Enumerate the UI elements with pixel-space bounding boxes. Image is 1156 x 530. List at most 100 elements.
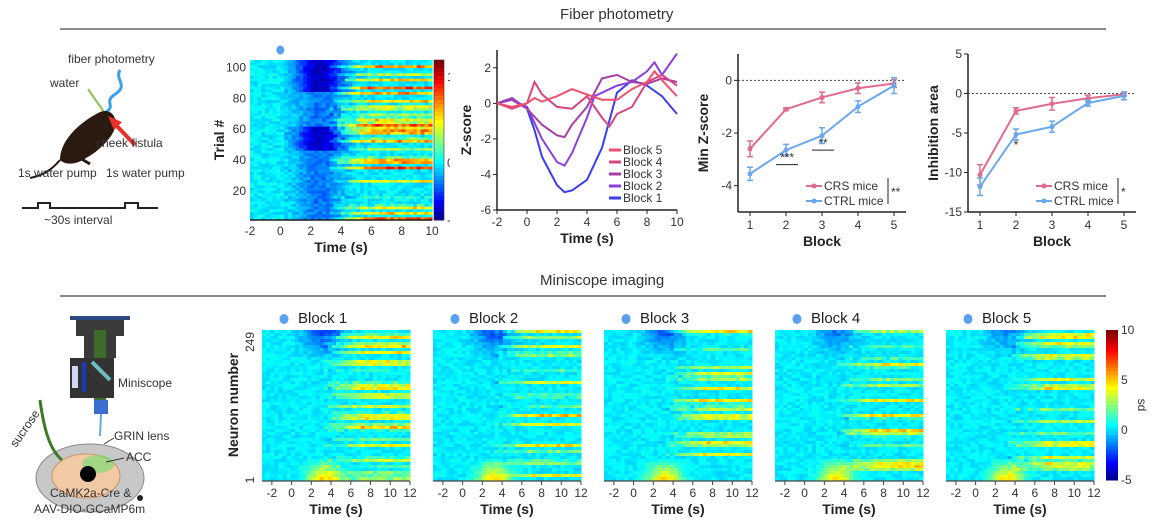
heatmap-cell: [261, 102, 266, 106]
heatmap-cell: [306, 81, 312, 85]
heatmap-cell: [270, 363, 275, 367]
heatmap-cell: [367, 148, 372, 152]
heatmap-cell: [352, 408, 358, 412]
heatmap-cell: [303, 336, 308, 340]
heatmap-cell: [348, 459, 353, 463]
heatmap-cell: [276, 121, 281, 125]
heatmap-cell: [359, 201, 365, 205]
heatmap-cell: [287, 134, 293, 138]
heatmap-cell: [257, 212, 262, 216]
heatmap-cell: [270, 453, 275, 457]
heatmap-cell: [280, 62, 285, 66]
heatmap-cell: [311, 348, 316, 352]
heatmap-cell: [405, 438, 411, 442]
heatmap-cell: [310, 60, 316, 64]
heatmap-cell: [381, 387, 386, 391]
heatmap-cell: [397, 393, 403, 397]
heatmap-cell: [378, 134, 384, 138]
heatmap-cell: [393, 471, 399, 475]
heatmap-cell: [344, 97, 350, 101]
heatmap-cell: [250, 137, 255, 141]
heatmap-cell: [405, 84, 410, 88]
heatmap-cell: [333, 102, 338, 106]
heatmap-cell: [381, 393, 386, 397]
heatmap-cell: [394, 185, 399, 189]
heatmap-cell: [295, 214, 300, 218]
heatmap-cell: [315, 381, 321, 385]
heatmap-cell: [413, 129, 418, 133]
heatmap-cell: [359, 73, 365, 77]
heatmap-cell: [274, 372, 279, 376]
heatmap-cell: [265, 185, 270, 189]
heatmap-cell: [266, 390, 271, 394]
heatmap-cell: [394, 148, 399, 152]
heatmap-cell: [284, 212, 289, 216]
heatmap-cell: [266, 348, 271, 352]
heatmap-cell: [270, 444, 275, 448]
heatmap-cell: [318, 196, 323, 200]
heatmap-cell: [250, 177, 255, 181]
heatmap-cell: [344, 193, 350, 197]
heatmap-cell: [375, 70, 380, 74]
heatmap-cell: [253, 81, 259, 85]
legend-label: Block 5: [623, 143, 663, 157]
heatmap-cell: [352, 86, 357, 90]
heatmap-cell: [265, 188, 270, 192]
heatmap-cell: [265, 142, 270, 146]
heatmap-cell: [274, 447, 279, 451]
heatmap-cell: [356, 465, 362, 469]
heatmap-cell: [262, 378, 267, 382]
heatmap-cell: [314, 121, 319, 125]
heatmap-cell: [401, 204, 407, 208]
heatmap-cell: [280, 129, 285, 133]
heatmap-cell: [282, 390, 288, 394]
heatmap-cell: [327, 330, 333, 334]
heatmap-cell: [378, 100, 384, 104]
heatmap-cell: [344, 384, 349, 388]
heatmap-cell: [314, 118, 319, 122]
heatmap-cell: [409, 182, 414, 186]
heatmap-cell: [322, 198, 327, 202]
heatmap-cell: [428, 116, 433, 120]
heatmap-cell: [310, 102, 316, 106]
heatmap-cell: [382, 153, 388, 157]
heatmap-cell: [337, 169, 342, 173]
heatmap-cell: [303, 196, 308, 200]
heatmap-cell: [331, 354, 337, 358]
heatmap-cell: [280, 118, 285, 122]
heatmap-cell: [295, 217, 300, 221]
heatmap-cell: [287, 60, 293, 64]
heatmap-cell: [377, 462, 382, 466]
heatmap-cell: [295, 68, 300, 72]
heatmap-cell: [299, 190, 304, 194]
heatmap-cell: [314, 68, 319, 72]
heatmap-cell: [364, 450, 370, 454]
heatmap-cell: [428, 97, 433, 101]
heatmap-cell: [325, 132, 331, 136]
heatmap-cell: [331, 438, 337, 442]
heatmap-cell: [333, 132, 338, 136]
heatmap-cell: [274, 435, 279, 439]
heatmap-cell: [311, 465, 316, 469]
heatmap-cell: [287, 217, 293, 221]
heatmap-cell: [381, 381, 386, 385]
heatmap-cell: [390, 129, 395, 133]
heatmap-cell: [306, 169, 312, 173]
heatmap-cell: [323, 363, 329, 367]
heatmap-cell: [327, 339, 333, 343]
heatmap-cell: [356, 78, 361, 82]
heatmap-cell: [282, 378, 288, 382]
heatmap-cell: [319, 339, 325, 343]
heatmap-cell: [336, 387, 341, 391]
heatmap-cell: [405, 459, 411, 463]
heatmap-cell: [336, 360, 341, 364]
heatmap-cell: [299, 333, 304, 337]
heatmap-cell: [401, 145, 407, 149]
heatmap-cell: [356, 177, 361, 181]
heatmap-cell: [318, 148, 323, 152]
heatmap-cell: [405, 132, 410, 136]
heatmap-cell: [290, 336, 296, 340]
heatmap-cell: [424, 100, 429, 104]
x-tick-label: 6: [347, 486, 354, 500]
heatmap-cell: [397, 174, 403, 178]
